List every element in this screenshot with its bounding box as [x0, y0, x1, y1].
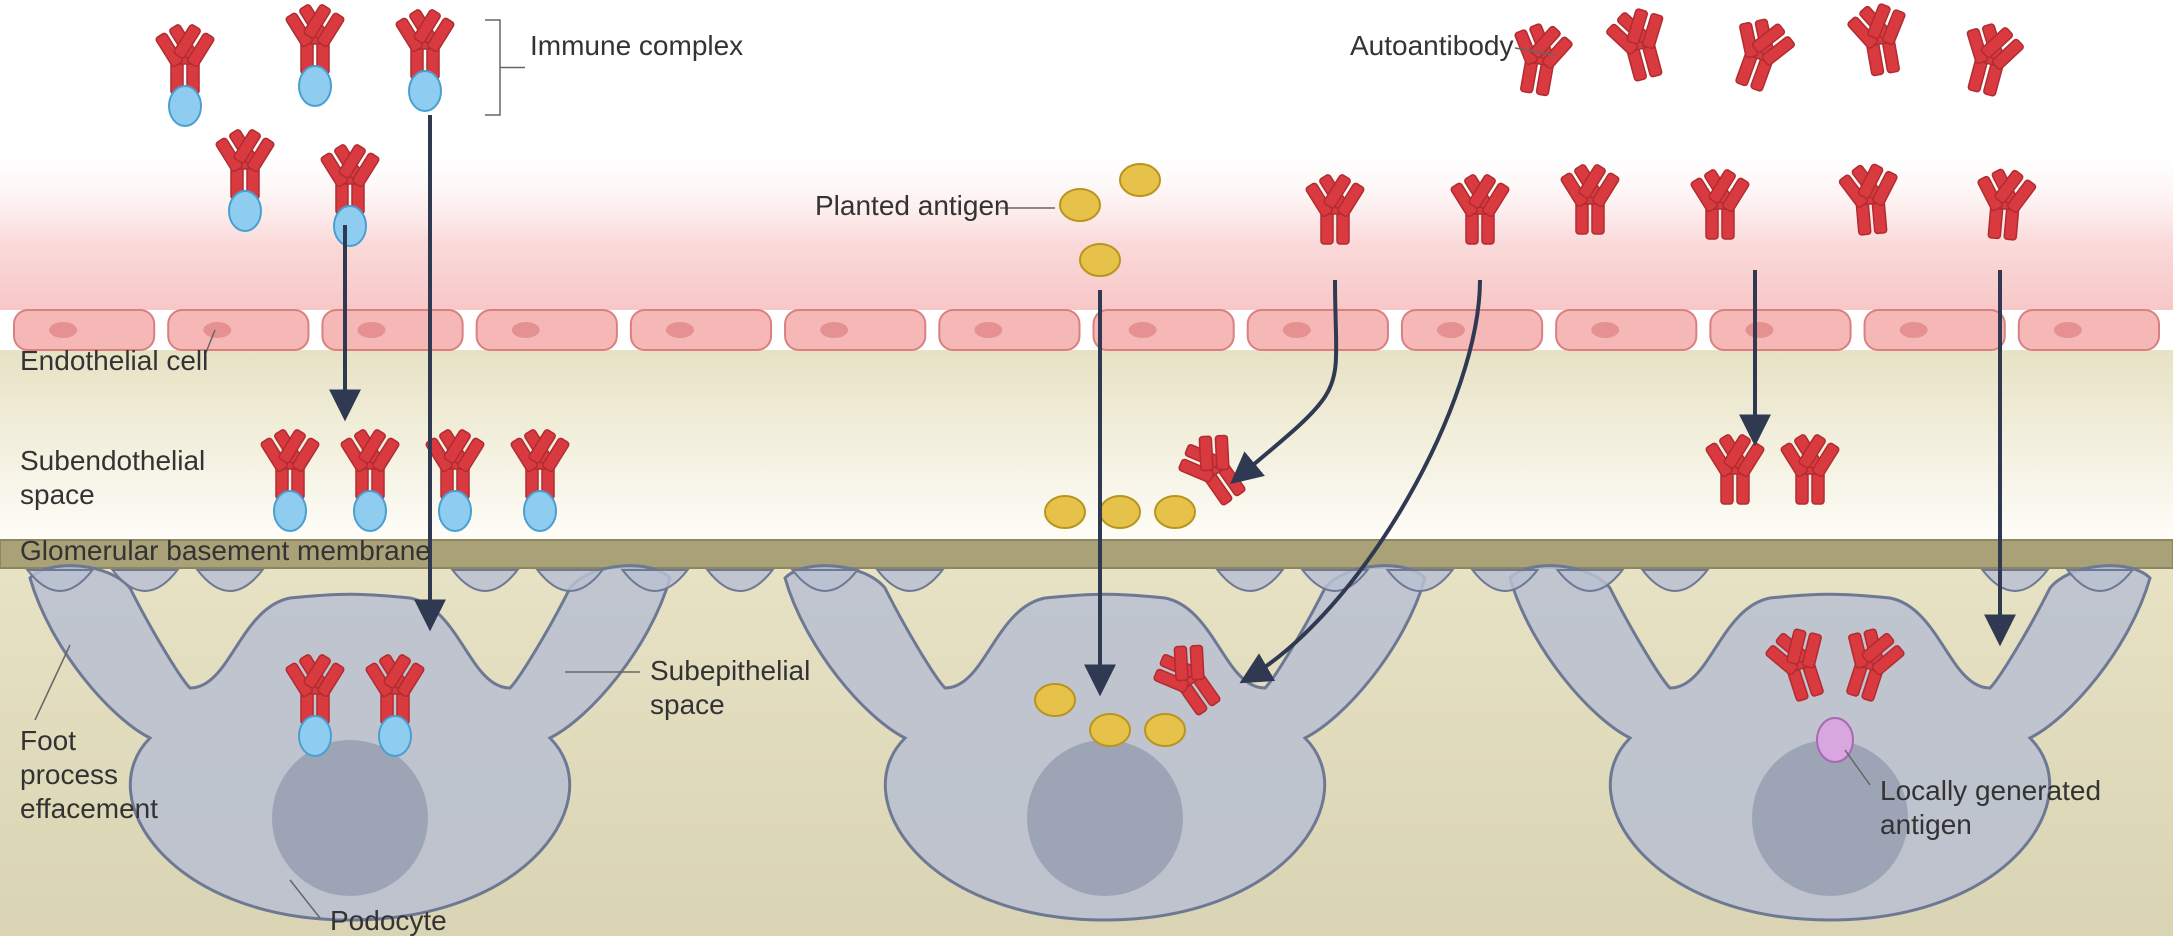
endothelial-nucleus [2054, 322, 2082, 338]
planted-antigen-icon [1035, 684, 1075, 716]
endothelial-cell [1865, 310, 2005, 350]
label-text: space [20, 479, 95, 510]
diagram-canvas: Immune complex Planted antigen Autoantibod… [0, 0, 2173, 936]
endothelial-nucleus [1745, 322, 1773, 338]
label-gbm: Glomerular basement membrane [20, 535, 431, 566]
antigen-blue-icon [524, 491, 556, 531]
subendothelial-layer [0, 350, 2173, 540]
podocyte-nucleus [272, 740, 428, 896]
endothelial-cell-row [14, 310, 2159, 350]
label-text: antigen [1880, 809, 1972, 840]
label-text: Endothelial cell [20, 345, 208, 376]
planted-antigen-icon [1145, 714, 1185, 746]
planted-antigen-icon [1060, 189, 1100, 221]
local-antigen-icon [1817, 718, 1853, 762]
label-text: Subendothelial [20, 445, 205, 476]
antigen-blue-icon [334, 206, 366, 246]
planted-antigen-icon [1120, 164, 1160, 196]
endothelial-cell [1556, 310, 1696, 350]
endothelial-cell [168, 310, 308, 350]
endothelial-nucleus [974, 322, 1002, 338]
antigen-blue-icon [274, 491, 306, 531]
label-text: Glomerular basement membrane [20, 535, 431, 566]
antigen-blue-icon [169, 86, 201, 126]
antigen-blue-icon [299, 716, 331, 756]
planted-antigen-icon [1100, 496, 1140, 528]
endothelial-nucleus [1129, 322, 1157, 338]
label-text: Podocyte [330, 905, 447, 936]
endothelial-nucleus [49, 322, 77, 338]
label-text: Foot [20, 725, 76, 756]
endothelial-nucleus [1437, 322, 1465, 338]
endothelial-cell [785, 310, 925, 350]
endothelial-cell [939, 310, 1079, 350]
podocyte-nucleus [1027, 740, 1183, 896]
antigen-blue-icon [229, 191, 261, 231]
label-text: space [650, 689, 725, 720]
antigen-blue-icon [299, 66, 331, 106]
label-text: Subepithelial [650, 655, 810, 686]
antigen-blue-icon [439, 491, 471, 531]
label-text: Planted antigen [815, 190, 1010, 221]
endothelial-cell [1094, 310, 1234, 350]
endothelial-nucleus [358, 322, 386, 338]
endothelial-nucleus [512, 322, 540, 338]
antigen-blue-icon [379, 716, 411, 756]
endothelial-cell [631, 310, 771, 350]
label-text: Locally generated [1880, 775, 2101, 806]
endothelial-cell [1710, 310, 1850, 350]
endothelial-cell [14, 310, 154, 350]
endothelial-nucleus [820, 322, 848, 338]
label-text: Autoantibody [1350, 30, 1513, 61]
endothelial-nucleus [203, 322, 231, 338]
planted-antigen-icon [1090, 714, 1130, 746]
antigen-blue-icon [409, 71, 441, 111]
endothelial-cell [2019, 310, 2159, 350]
endothelial-nucleus [1283, 322, 1311, 338]
endothelial-cell [1248, 310, 1388, 350]
endothelial-cell [477, 310, 617, 350]
label-text: effacement [20, 793, 158, 824]
planted-antigen-icon [1080, 244, 1120, 276]
antigen-blue-icon [354, 491, 386, 531]
endothelial-nucleus [1591, 322, 1619, 338]
label-text: Immune complex [530, 30, 743, 61]
planted-antigen-icon [1045, 496, 1085, 528]
endothelial-nucleus [1900, 322, 1928, 338]
planted-antigen-icon [1155, 496, 1195, 528]
endothelial-nucleus [666, 322, 694, 338]
label-text: process [20, 759, 118, 790]
